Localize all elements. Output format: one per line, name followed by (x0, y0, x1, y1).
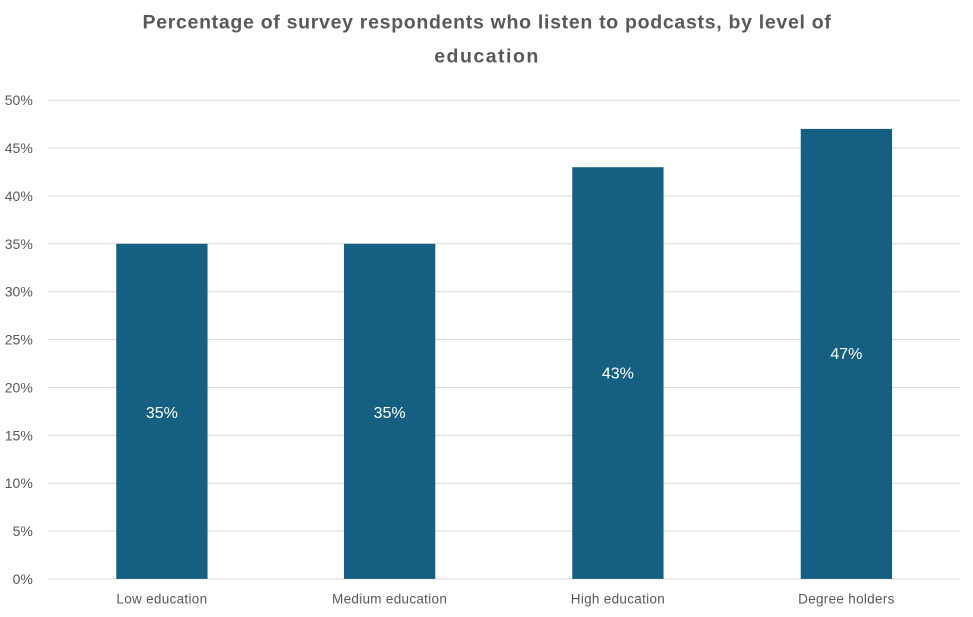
svg-text:35%: 35% (5, 236, 33, 252)
svg-text:50%: 50% (5, 92, 33, 108)
svg-text:Low education: Low education (116, 591, 207, 606)
svg-text:0%: 0% (13, 571, 33, 587)
svg-text:30%: 30% (5, 284, 33, 300)
svg-text:10%: 10% (5, 475, 33, 491)
svg-text:Degree holders: Degree holders (798, 591, 895, 606)
svg-text:45%: 45% (5, 140, 33, 156)
svg-text:40%: 40% (5, 188, 33, 204)
svg-text:25%: 25% (5, 332, 33, 348)
svg-text:43%: 43% (602, 365, 634, 382)
svg-text:education: education (434, 46, 540, 68)
svg-text:Percentage of survey responden: Percentage of survey respondents who lis… (142, 11, 831, 33)
svg-text:35%: 35% (146, 405, 178, 422)
svg-text:5%: 5% (13, 523, 33, 539)
svg-text:20%: 20% (5, 379, 33, 395)
svg-text:35%: 35% (374, 405, 406, 422)
svg-text:47%: 47% (830, 346, 862, 363)
svg-text:High education: High education (571, 591, 665, 606)
svg-text:Medium education: Medium education (332, 591, 447, 606)
svg-text:15%: 15% (5, 427, 33, 443)
